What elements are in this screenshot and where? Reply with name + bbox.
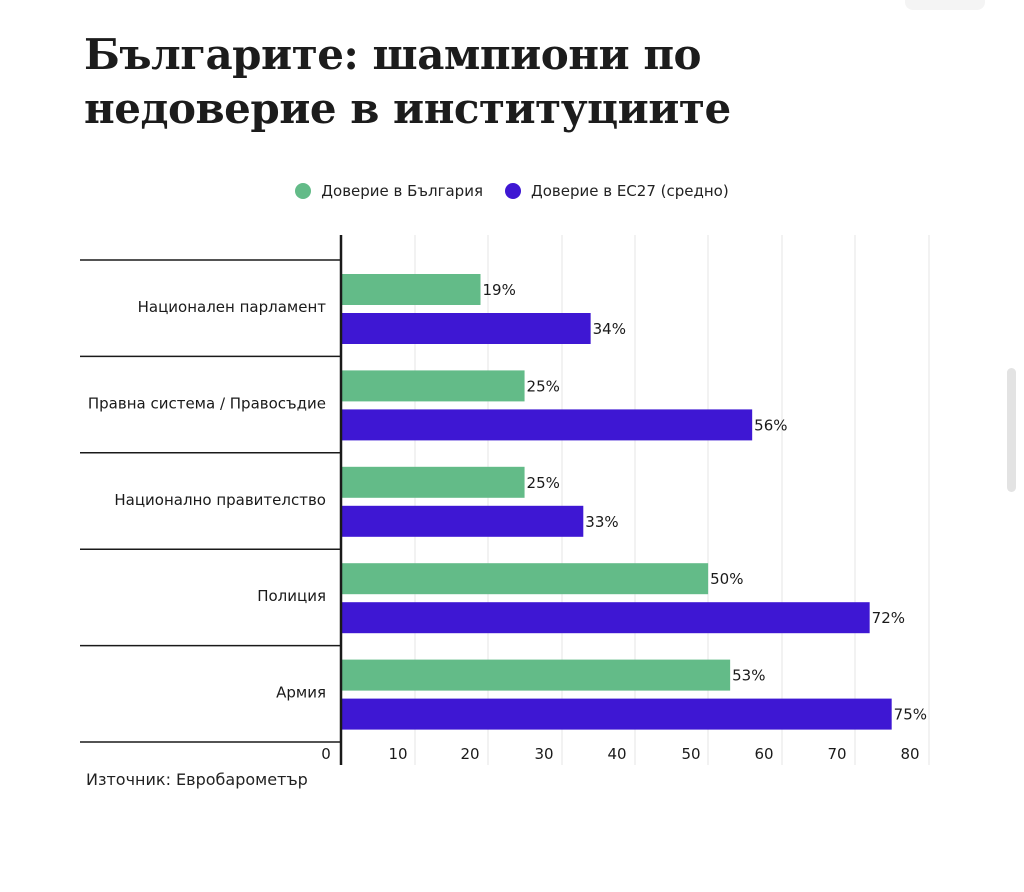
bar-bulgaria-5 bbox=[341, 659, 731, 691]
legend-label-eu27: Доверие в ЕС27 (средно) bbox=[530, 182, 729, 200]
x-tick-label-0: 0 bbox=[321, 745, 331, 763]
top-edge-fragment bbox=[905, 0, 985, 10]
bar-chart: Национален парламент 19% 34% Правна система… bbox=[80, 235, 930, 765]
title-line-2: недоверие в институциите bbox=[84, 84, 731, 133]
source-note: Източник: Евробарометър bbox=[86, 770, 308, 789]
data-label-eu27-2: 56% bbox=[754, 416, 787, 434]
legend-dot-eu27 bbox=[504, 183, 521, 199]
bar-bulgaria-2 bbox=[341, 370, 525, 402]
x-tick-label-20: 20 bbox=[460, 745, 479, 763]
data-label-eu27-3: 33% bbox=[585, 513, 618, 531]
legend-dot-bulgaria bbox=[295, 183, 312, 199]
data-label-bulgaria-2: 25% bbox=[527, 377, 560, 395]
data-label-bulgaria-4: 50% bbox=[710, 570, 743, 588]
bar-eu27-2 bbox=[341, 409, 753, 441]
data-label-bulgaria-5: 53% bbox=[732, 667, 765, 685]
bar-bulgaria-1 bbox=[341, 274, 481, 305]
data-label-eu27-4: 72% bbox=[872, 609, 905, 627]
category-label-5: Армия bbox=[276, 684, 326, 702]
x-tick-label-60: 60 bbox=[754, 745, 773, 763]
data-label-bulgaria-3: 25% bbox=[527, 474, 560, 492]
data-label-bulgaria-1: 19% bbox=[483, 281, 516, 299]
bar-eu27-3 bbox=[341, 505, 584, 537]
x-tick-label-10: 10 bbox=[388, 745, 407, 763]
scrollbar-thumb[interactable] bbox=[1007, 368, 1016, 492]
data-label-eu27-5: 75% bbox=[894, 706, 927, 724]
x-tick-label-70: 70 bbox=[827, 745, 846, 763]
bar-eu27-1 bbox=[341, 313, 591, 344]
legend-item-bulgaria: Доверие в България bbox=[295, 182, 483, 200]
category-label-4: Полиция bbox=[257, 587, 326, 605]
chart-title: Българите: шампиони по недоверие в инсти… bbox=[84, 28, 964, 136]
x-tick-label-30: 30 bbox=[534, 745, 553, 763]
x-tick-label-40: 40 bbox=[607, 745, 626, 763]
bar-eu27-4 bbox=[341, 602, 870, 634]
legend-label-bulgaria: Доверие в България bbox=[321, 182, 483, 200]
x-tick-label-80: 80 bbox=[900, 745, 919, 763]
legend: Доверие в България Доверие в ЕС27 (средн… bbox=[0, 182, 1024, 200]
category-label-2: Правна система / Правосъдие bbox=[88, 394, 326, 412]
legend-item-eu27: Доверие в ЕС27 (средно) bbox=[504, 182, 729, 200]
category-label-3: Национално правителство bbox=[114, 491, 326, 509]
data-label-eu27-1: 34% bbox=[593, 320, 626, 338]
bar-bulgaria-4 bbox=[341, 563, 709, 595]
title-line-1: Българите: шампиони по bbox=[84, 30, 702, 79]
category-label-1: Национален парламент bbox=[138, 298, 327, 316]
bar-eu27-5 bbox=[341, 698, 892, 730]
x-tick-label-50: 50 bbox=[681, 745, 700, 763]
bar-bulgaria-3 bbox=[341, 466, 525, 498]
